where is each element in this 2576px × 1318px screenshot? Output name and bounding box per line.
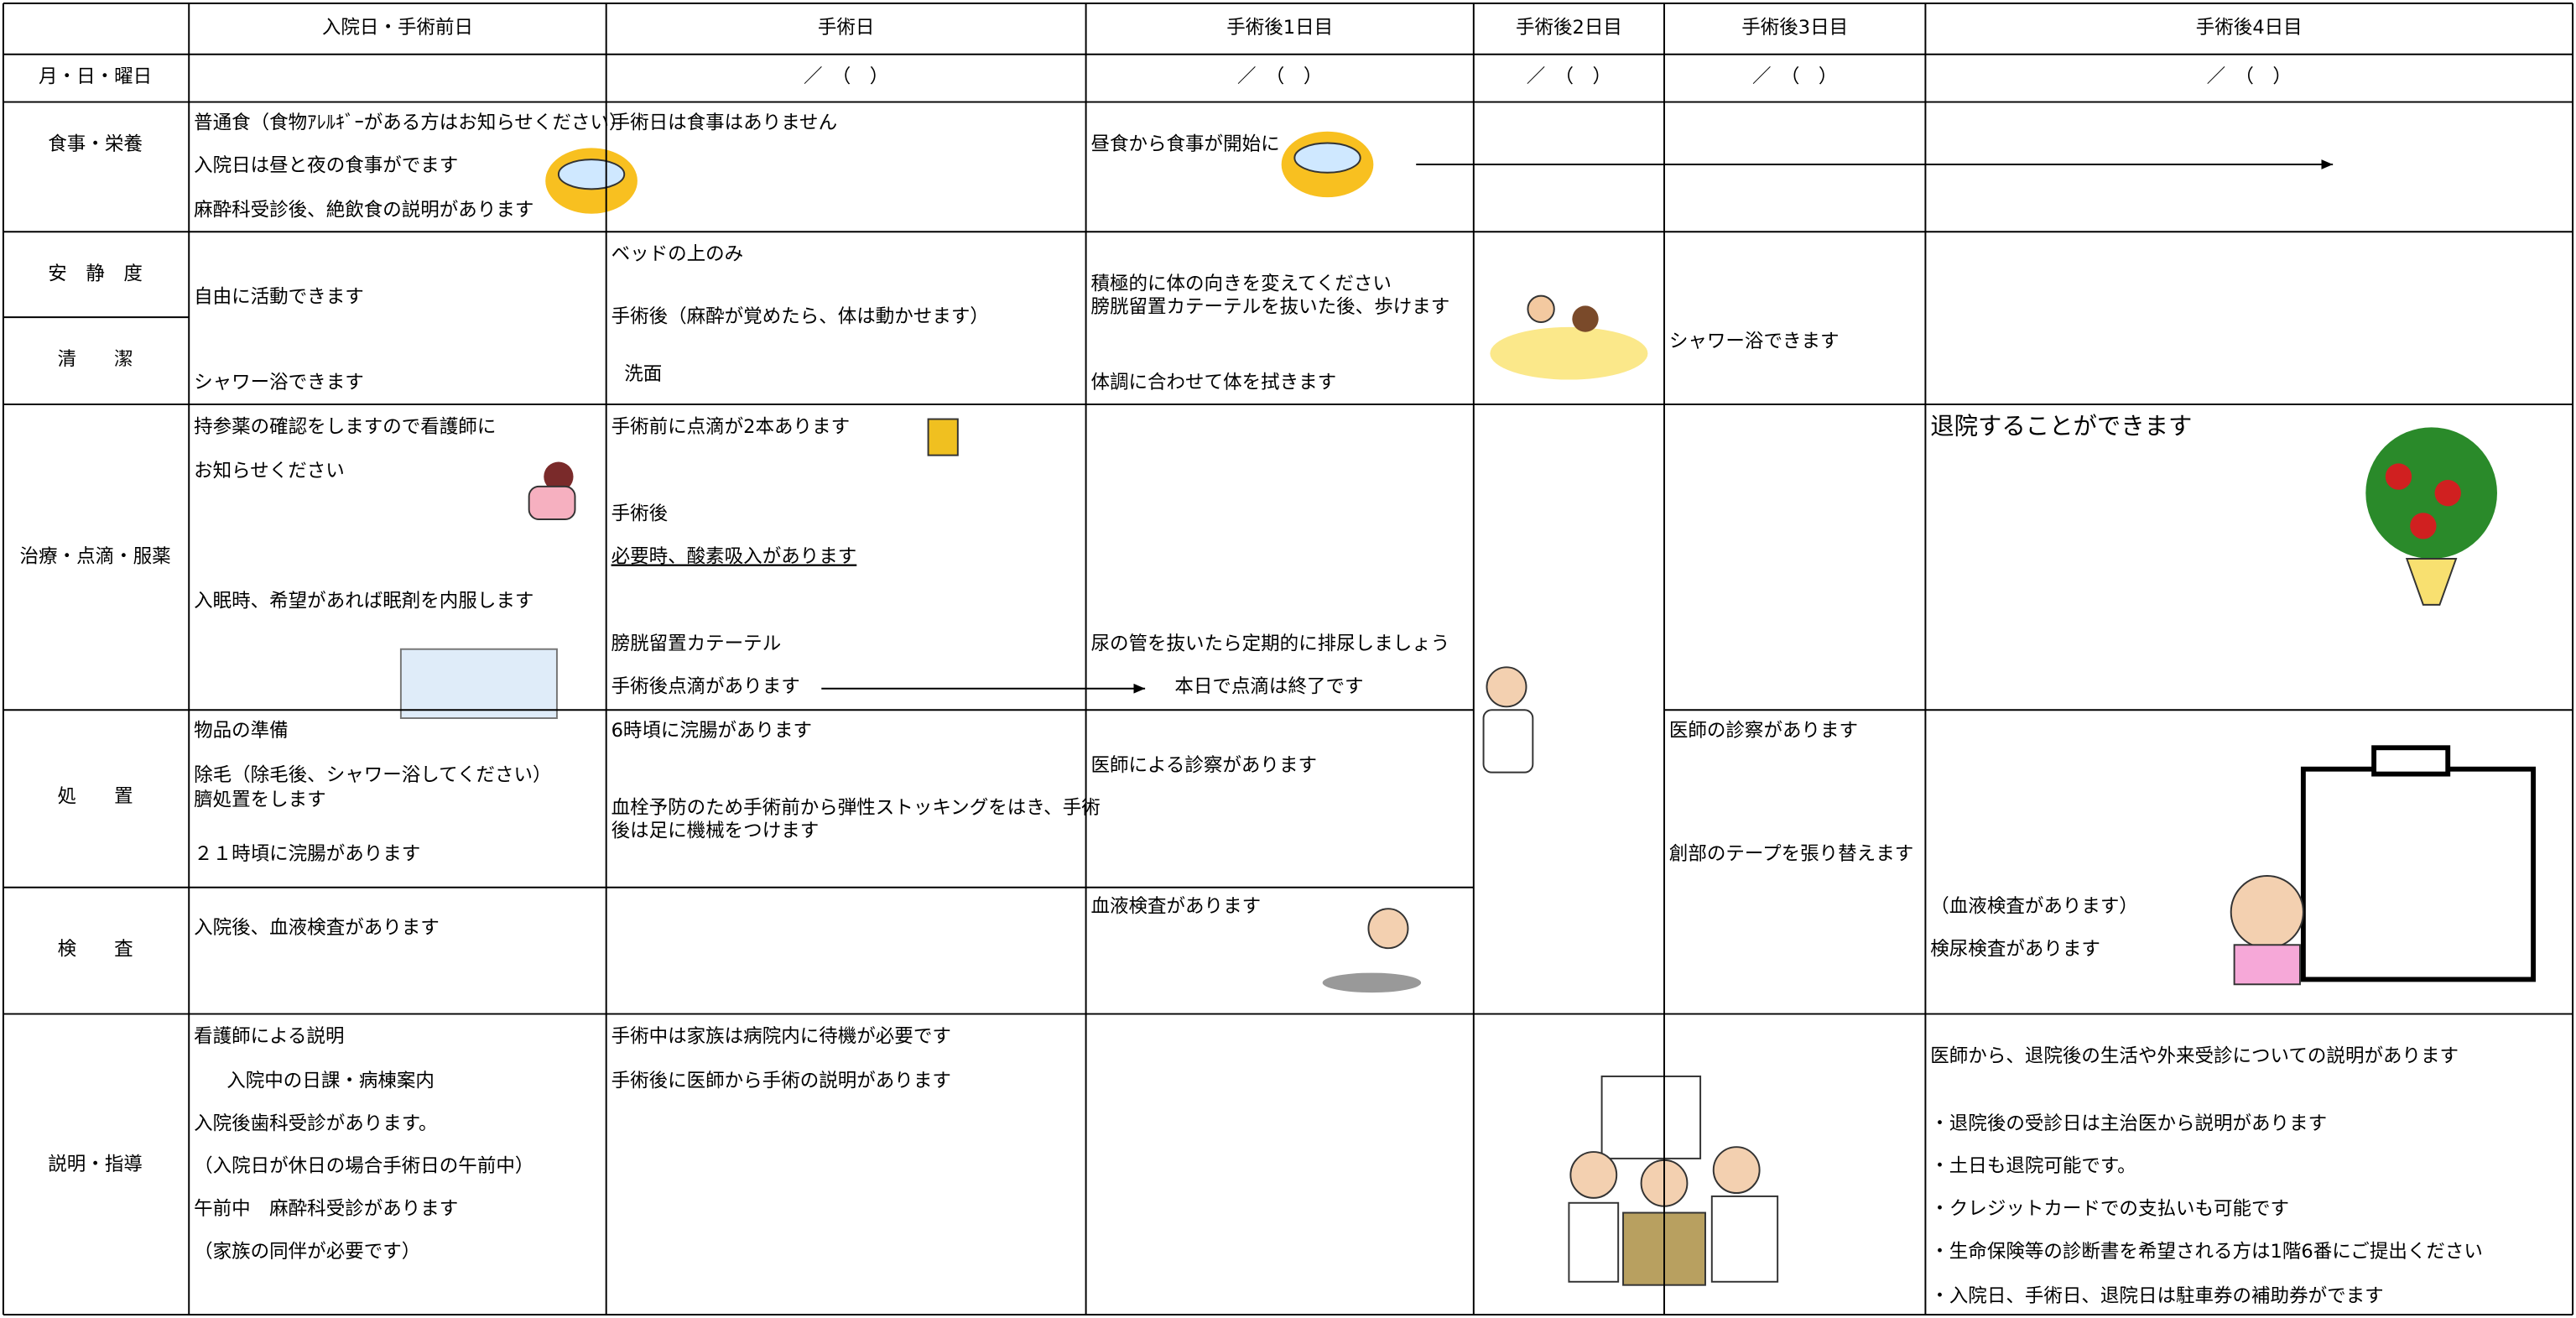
cell-text: 麻酔科受診後、絶飲食の説明があります [194, 199, 533, 221]
cell-text: ・入院日、手術日、退院日は駐車券の補助券がでます [1930, 1285, 2383, 1307]
row-label: 処 置 [58, 786, 133, 808]
cell-text: お知らせください [194, 461, 345, 482]
cell-text: 必要時、酸素吸入があります [611, 546, 857, 568]
cell-text: 手術中は家族は病院内に待機が必要です [611, 1025, 951, 1047]
column-header: 手術日 [818, 17, 875, 39]
cell-text: ２１時頃に浣腸があります [194, 843, 420, 865]
cell-text: 後は足に機械をつけます [611, 820, 820, 842]
cell-text: 医師による診察があります [1090, 754, 1317, 776]
cell-text: （入院日が休日の場合手術日の午前中） [194, 1155, 533, 1177]
cell-text: 創部のテープを張り替えます [1669, 843, 1913, 865]
date-placeholder: ／ （ ） [2207, 66, 2292, 88]
row-label: 検 査 [58, 939, 133, 961]
cell-text: ・クレジットカードでの支払いも可能です [1930, 1198, 2289, 1220]
cell-text: 退院することができます [1930, 412, 2192, 440]
row-label: 月・日・曜日 [39, 66, 152, 88]
cell-text: 本日で点滴は終了です [1174, 675, 1363, 697]
cell-text: 積極的に体の向きを変えてください [1090, 273, 1391, 294]
date-placeholder: ／ （ ） [1237, 66, 1322, 88]
cell-text: 入院日は昼と夜の食事がでます [194, 154, 458, 176]
cell-text: ベッドの上のみ [611, 243, 744, 265]
row-label: 安 静 度 [48, 263, 143, 285]
cell-text: 入院後、血液検査があります [194, 917, 440, 939]
cell-text: ・生命保険等の診断書を希望される方は1階6番にご提出ください [1930, 1241, 2483, 1263]
cell-text: 膀胱留置カテーテル [611, 633, 782, 654]
cell-text: シャワー浴できます [194, 372, 364, 393]
cell-text: 午前中 麻酔科受診があります [194, 1198, 458, 1220]
row-label: 清 潔 [58, 349, 133, 371]
row-label: 治療・点滴・服薬 [20, 546, 171, 568]
cell-text: 手術前に点滴が2本あります [611, 416, 851, 438]
cell-text: （家族の同伴が必要です） [194, 1241, 420, 1263]
cell-text: 検尿検査があります [1930, 939, 2100, 961]
cell-text: 医師から、退院後の生活や外来受診についての説明があります [1930, 1045, 2459, 1067]
cell-text: 物品の準備 [194, 720, 289, 742]
cell-text: ・退院後の受診日は主治医から説明があります [1930, 1112, 2327, 1134]
table-text: 入院日・手術前日 手術日 手術後1日目 手術後2日目 手術後3日目 手術後4日目月・日・曜… [20, 17, 2483, 1307]
cell-text: 手術後点滴があります [611, 675, 800, 697]
cell-text: 自由に活動できます [194, 286, 364, 308]
cell-text: 血栓予防のため手術前から弾性ストッキングをはき、手術 [611, 797, 1101, 819]
cell-text: 手術後 [611, 503, 669, 525]
date-placeholder: ／ （ ） [1527, 66, 1611, 88]
cell-text: 体調に合わせて体を拭きます [1090, 372, 1336, 393]
date-placeholder: ／ （ ） [804, 66, 888, 88]
cell-text: 除毛（除毛後、シャワー浴してください） [194, 764, 551, 786]
cell-text: 医師の診察があります [1669, 720, 1858, 742]
cell-text: 看護師による説明 [194, 1025, 344, 1047]
column-header: 手術後3日目 [1741, 17, 1848, 39]
cell-text: 尿の管を抜いたら定期的に排尿しましょう [1090, 633, 1449, 654]
cell-text: 手術後（麻酔が覚めたら、体は動かせます） [611, 306, 989, 328]
row-label: 説明・指導 [48, 1154, 143, 1175]
cell-text: 普通食（食物ｱﾚﾙｷﾞｰがある方はお知らせください） [194, 112, 627, 134]
column-header: 入院日・手術前日 [322, 17, 473, 39]
row-label: 食事・栄養 [48, 133, 143, 155]
cell-text: ・土日も退院可能です。 [1930, 1155, 2136, 1177]
cell-text: 手術日は食事はありません [611, 112, 838, 134]
cell-text: 入院後歯科受診があります。 [194, 1112, 437, 1134]
cell-text: 入眠時、希望があれば眠剤を内服します [194, 590, 533, 612]
cell-text: 6時頃に浣腸があります [611, 720, 812, 742]
cell-text: 昼食から食事が開始に [1090, 133, 1279, 155]
cell-text: 入院中の日課・病棟案内 [226, 1070, 435, 1091]
cell-text: 膀胱留置カテーテルを抜いた後、歩けます [1090, 296, 1449, 318]
illustration [399, 131, 2537, 1286]
column-header: 手術後2日目 [1516, 17, 1622, 39]
cell-text: 持参薬の確認をしますので看護師に [194, 416, 496, 438]
cell-text: 手術後に医師から手術の説明があります [611, 1070, 951, 1091]
cell-text: 血液検査があります [1090, 896, 1261, 918]
cell-text: シャワー浴できます [1669, 331, 1840, 352]
cell-text: （血液検査があります） [1930, 896, 2138, 918]
date-placeholder: ／ （ ） [1752, 66, 1837, 88]
cell-text: 臍処置をします [194, 789, 326, 810]
cell-text: 洗面 [624, 363, 662, 385]
column-header: 手術後4日目 [2196, 17, 2303, 39]
table-grid [2, 3, 2574, 1315]
column-header: 手術後1日目 [1226, 17, 1333, 39]
